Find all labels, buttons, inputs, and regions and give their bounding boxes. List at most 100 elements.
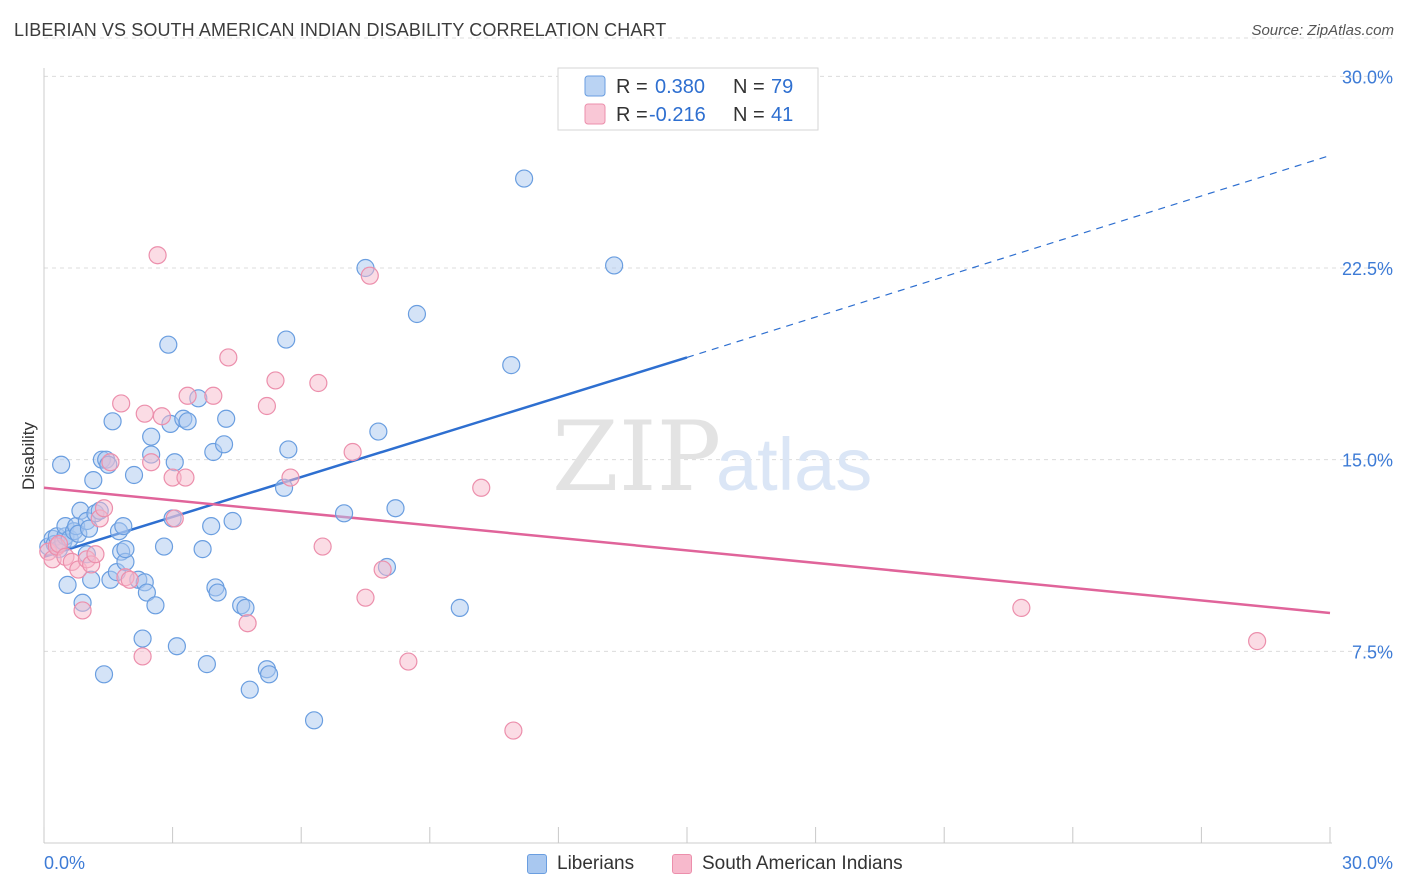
point-liberians	[178, 412, 197, 431]
point-liberians	[304, 711, 324, 730]
point-liberians	[103, 412, 122, 431]
legend-n-value: 79	[771, 76, 793, 98]
point-south-american-indians	[373, 560, 392, 579]
x-tick-label-max: 30.0%	[1342, 853, 1393, 873]
bottom-legend-liberians: Liberians	[527, 851, 634, 877]
point-south-american-indians	[152, 407, 171, 426]
point-liberians	[236, 598, 255, 617]
bottom-legend-label: South American Indians	[702, 853, 903, 874]
point-south-american-indians	[472, 478, 491, 497]
point-south-american-indians	[356, 588, 375, 607]
point-liberians	[240, 680, 259, 699]
point-south-american-indians	[112, 394, 131, 413]
point-south-american-indians	[257, 396, 277, 416]
watermark-atlas: atlas	[716, 423, 872, 506]
point-south-american-indians	[266, 371, 285, 390]
point-liberians	[137, 583, 156, 602]
point-liberians	[386, 499, 405, 518]
bottom-legend-label: Liberians	[557, 853, 635, 874]
point-liberians	[58, 575, 77, 594]
chart-title: LIBERIAN VS SOUTH AMERICAN INDIAN DISABI…	[14, 20, 667, 40]
point-south-american-indians	[86, 545, 105, 564]
point-liberians	[515, 169, 534, 188]
point-south-american-indians	[313, 537, 332, 556]
point-liberians	[165, 453, 184, 472]
point-liberians	[259, 665, 279, 684]
point-south-american-indians	[204, 386, 223, 405]
legend-r-value: 0.380	[655, 76, 705, 98]
y-tick-label: 7.5%	[1352, 642, 1393, 662]
trend-line-south-american-indians	[43, 486, 1331, 615]
x-tick-label-min: 0.0%	[44, 853, 85, 873]
legend-r-label: R =	[616, 104, 648, 126]
point-liberians	[167, 637, 186, 656]
point-south-american-indians	[142, 453, 161, 472]
legend-r-value: -0.216	[649, 104, 706, 126]
bottom-legend-swatch-liberians	[527, 854, 547, 874]
point-liberians	[193, 540, 212, 559]
point-south-american-indians	[165, 509, 184, 528]
point-south-american-indians	[133, 647, 152, 666]
point-liberians	[84, 471, 103, 490]
point-liberians	[369, 422, 388, 441]
point-liberians	[605, 256, 624, 275]
point-liberians	[334, 504, 354, 523]
point-south-american-indians	[176, 468, 195, 487]
point-liberians	[146, 596, 165, 615]
point-south-american-indians	[504, 721, 523, 740]
chart-source: Source: ZipAtlas.com	[1251, 22, 1394, 39]
point-liberians	[277, 330, 296, 349]
point-south-american-indians	[73, 601, 92, 620]
point-liberians	[279, 440, 298, 459]
point-south-american-indians	[360, 266, 379, 285]
point-south-american-indians	[101, 453, 120, 472]
legend-swatch-south-american-indians	[584, 103, 606, 125]
point-south-american-indians	[238, 614, 257, 633]
point-liberians	[450, 598, 469, 617]
point-liberians	[197, 655, 216, 674]
point-liberians	[502, 356, 521, 375]
bottom-legend-swatch-south-american-indians	[672, 854, 692, 874]
y-tick-label: 30.0%	[1342, 67, 1393, 87]
watermark: ZIP atlas	[552, 401, 872, 513]
y-axis-label: Disability	[19, 421, 38, 490]
point-liberians	[94, 665, 114, 684]
point-liberians	[142, 427, 161, 446]
point-south-american-indians	[399, 652, 418, 671]
data-points	[39, 169, 1267, 740]
point-liberians	[217, 409, 236, 428]
point-liberians	[407, 304, 427, 324]
point-liberians	[124, 465, 144, 485]
y-tick-label: 15.0%	[1342, 451, 1393, 471]
point-liberians	[208, 583, 227, 602]
legend-swatch-liberians	[584, 75, 606, 97]
point-south-american-indians	[135, 404, 154, 423]
point-liberians	[133, 629, 152, 648]
point-south-american-indians	[219, 348, 238, 367]
point-liberians	[159, 335, 178, 354]
point-south-american-indians	[1012, 598, 1031, 617]
trend-line-liberians-extension	[686, 154, 1331, 359]
point-liberians	[202, 517, 221, 536]
point-south-american-indians	[178, 386, 197, 405]
point-liberians	[116, 540, 135, 559]
point-liberians	[214, 435, 234, 454]
legend-box: R = 0.380 N = 79 R = -0.216 N = 41	[557, 67, 819, 131]
point-south-american-indians	[94, 499, 114, 518]
point-south-american-indians	[1248, 632, 1267, 651]
legend-r-label: R =	[616, 76, 648, 98]
legend-n-label: N =	[733, 104, 765, 126]
y-tick-label: 22.5%	[1342, 259, 1393, 279]
bottom-legend-south-american-indians: South American Indians	[672, 851, 903, 877]
point-liberians	[114, 517, 133, 536]
watermark-zip: ZIP	[552, 401, 721, 513]
point-south-american-indians	[120, 570, 139, 589]
axes: 7.5% 15.0% 22.5% 30.0%	[43, 67, 1393, 844]
legend-n-label: N =	[733, 76, 765, 98]
point-south-american-indians	[309, 373, 328, 393]
legend-n-value: 41	[771, 104, 793, 126]
point-liberians	[52, 455, 71, 474]
point-liberians	[154, 537, 174, 556]
point-liberians	[223, 511, 242, 531]
